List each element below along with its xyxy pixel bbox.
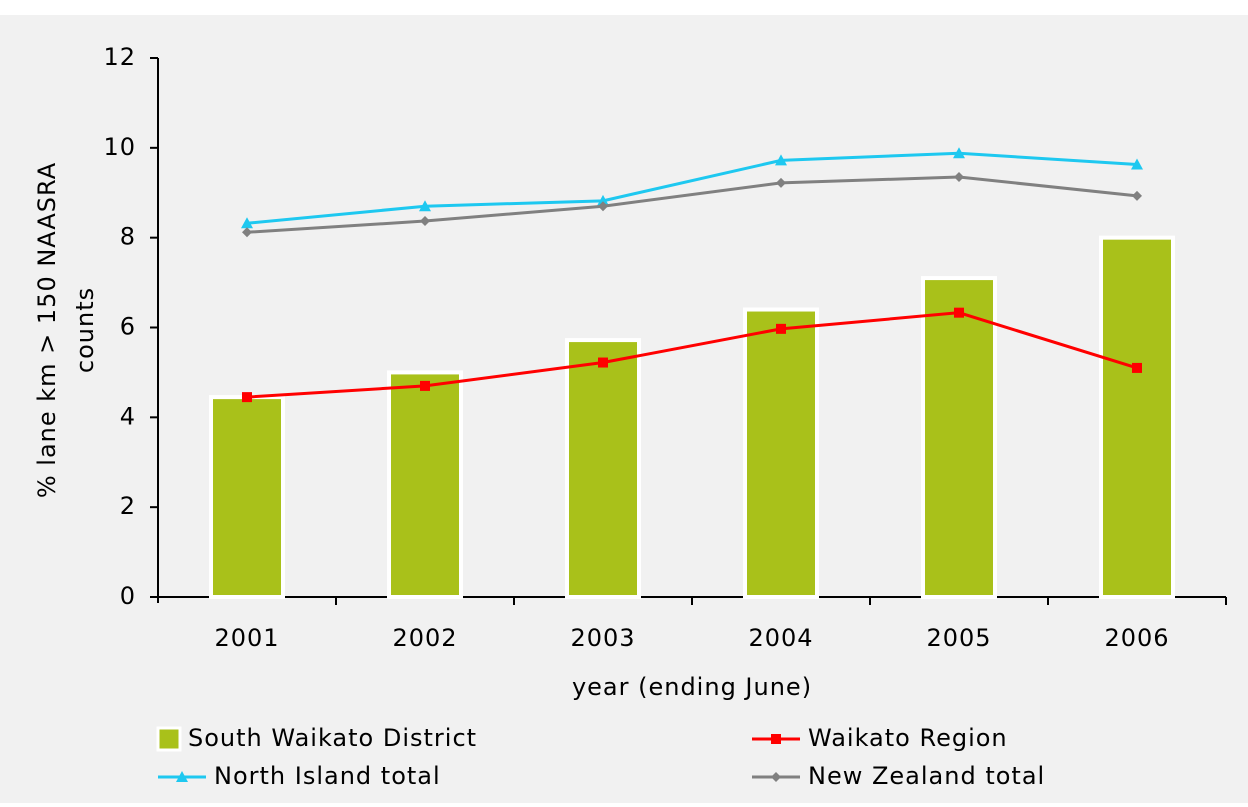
legend-label: New Zealand total: [808, 762, 1045, 790]
bar: [1099, 235, 1175, 600]
legend-label: Waikato Region: [808, 724, 1008, 752]
y-tick-label: 0: [120, 582, 136, 610]
marker: [420, 216, 430, 227]
bar: [921, 276, 997, 599]
marker: [1131, 158, 1143, 170]
legend-label: North Island total: [214, 762, 441, 790]
bar: [743, 307, 819, 599]
y-tick-label: 2: [120, 492, 136, 520]
marker: [420, 380, 430, 391]
line: [246, 175, 1138, 234]
y-axis-title: % lane km > 150 NAASRA: [33, 162, 61, 498]
marker: [954, 172, 964, 183]
x-tick-label: 2004: [748, 624, 813, 652]
line: [246, 311, 1138, 399]
y-tick-label: 10: [103, 133, 136, 161]
marker: [242, 227, 252, 238]
y-tick-label: 4: [120, 402, 136, 430]
marker: [776, 177, 786, 188]
marker: [598, 201, 608, 212]
x-tick-label: 2003: [570, 624, 635, 652]
line: [246, 151, 1138, 225]
y-tick-label: 12: [103, 43, 136, 71]
x-tick-label: 2002: [392, 624, 457, 652]
x-tick-label: 2006: [1104, 624, 1169, 652]
marker: [419, 200, 431, 212]
y-tick-label: 6: [120, 313, 136, 341]
marker: [241, 217, 253, 229]
x-tick-label: 2005: [926, 624, 991, 652]
marker: [776, 323, 786, 334]
marker: [1132, 190, 1142, 201]
y-tick-label: 8: [120, 223, 136, 251]
legend-marker: [771, 734, 781, 744]
legend-marker: [176, 771, 188, 782]
marker: [242, 392, 252, 403]
marker: [954, 307, 964, 318]
legend-swatch: [156, 726, 182, 752]
marker: [1132, 362, 1142, 373]
x-axis-title: year (ending June): [572, 673, 812, 701]
legend-label: South Waikato District: [188, 724, 477, 752]
marker: [598, 357, 608, 368]
legend-marker: [771, 772, 781, 782]
marker: [953, 147, 965, 159]
bar: [209, 395, 285, 599]
bar: [565, 338, 641, 599]
marker: [775, 154, 787, 166]
y-axis-title: counts: [71, 287, 99, 373]
x-tick-label: 2001: [214, 624, 279, 652]
marker: [597, 194, 609, 206]
bar: [387, 370, 463, 599]
